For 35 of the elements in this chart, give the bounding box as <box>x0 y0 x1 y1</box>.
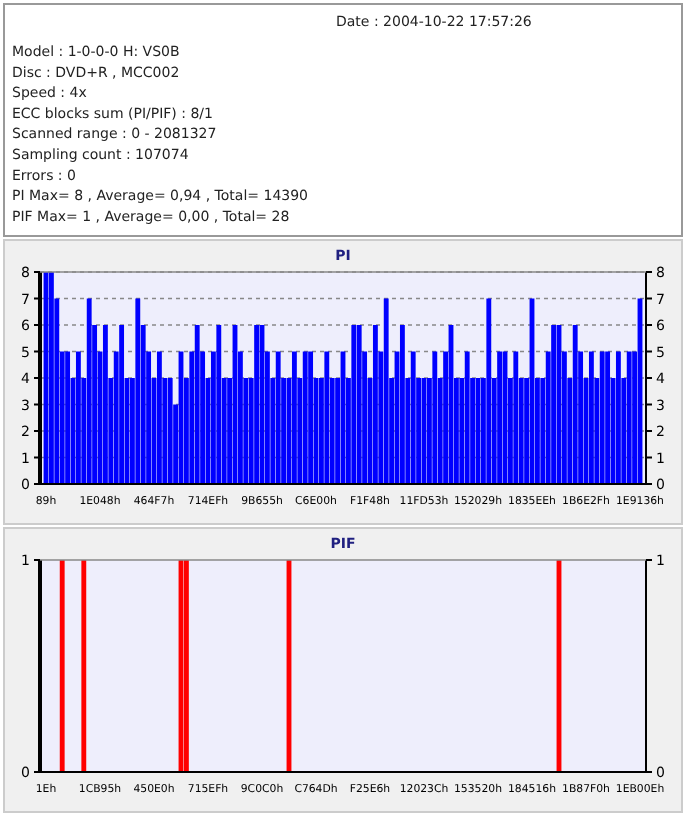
bar <box>497 351 503 484</box>
bar <box>275 351 281 484</box>
bar <box>410 351 416 484</box>
bar <box>65 351 71 484</box>
bar <box>86 298 92 484</box>
bar <box>383 298 389 484</box>
bar <box>615 351 621 484</box>
bar <box>626 351 632 484</box>
bar <box>254 325 260 484</box>
bar <box>432 351 438 484</box>
bar <box>513 351 519 484</box>
bar <box>572 325 578 484</box>
bar <box>156 351 162 484</box>
bar <box>216 325 222 484</box>
bar <box>399 325 405 484</box>
bar <box>135 298 141 484</box>
bar <box>194 325 200 484</box>
bar <box>167 378 173 484</box>
bar <box>119 325 125 484</box>
bar <box>588 351 594 484</box>
bar <box>324 351 330 484</box>
bar <box>351 325 357 484</box>
bar <box>486 298 492 484</box>
bar <box>605 351 611 484</box>
bar <box>308 351 314 484</box>
bar <box>599 351 605 484</box>
bar <box>464 351 470 484</box>
bar <box>372 325 378 484</box>
bar <box>102 325 108 484</box>
bar <box>48 272 54 484</box>
bar <box>356 325 362 484</box>
bar <box>75 351 81 484</box>
bar <box>551 325 557 484</box>
bar <box>302 351 308 484</box>
bar <box>291 351 297 484</box>
